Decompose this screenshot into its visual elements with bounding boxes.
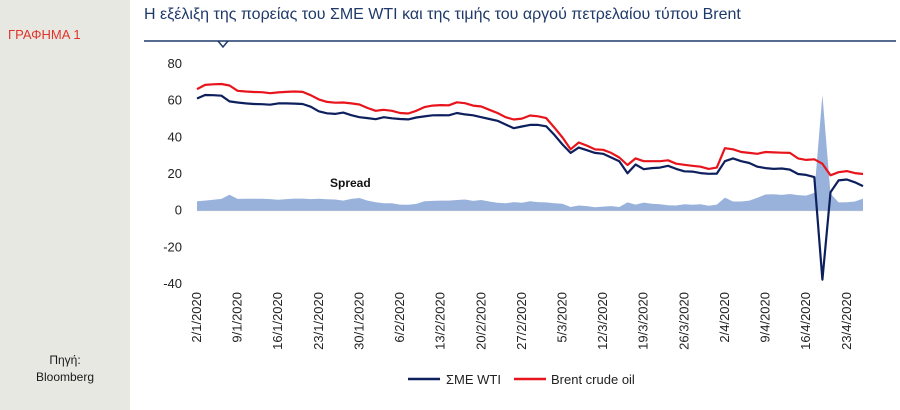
- x-tick-label: 20/2/2020: [473, 292, 488, 350]
- legend: ΣΜΕ WTI Brent crude oil: [408, 372, 635, 387]
- x-tick-label: 2/4/2020: [717, 292, 732, 343]
- y-tick-label: -20: [163, 239, 182, 254]
- x-tick-label: 16/4/2020: [798, 292, 813, 350]
- x-axis-ticks: 2/1/2020 9/1/2020 16/1/2020 23/1/2020 30/1/2…: [189, 292, 854, 350]
- x-tick-label: 13/2/2020: [433, 292, 448, 350]
- spread-area: [197, 94, 863, 211]
- y-tick-label: 80: [168, 56, 182, 71]
- x-tick-label: 12/3/2020: [595, 292, 610, 350]
- source-name: Bloomberg: [35, 370, 95, 384]
- x-tick-label: 23/4/2020: [839, 292, 854, 350]
- x-tick-label: 27/2/2020: [514, 292, 529, 350]
- x-tick-label: 2/1/2020: [189, 292, 204, 343]
- figure-label: ΓΡΑΦΗΜΑ 1: [8, 27, 81, 42]
- x-tick-label: 23/1/2020: [311, 292, 326, 350]
- chart-title: Η εξέλιξη της πορείας του ΣΜΕ WTI και τη…: [144, 6, 741, 23]
- y-axis-ticks: -40 -20 0 20 40 60 80: [163, 56, 182, 291]
- spread-annotation: Spread: [330, 176, 371, 190]
- spread-area-group: [197, 94, 863, 211]
- wti-line: [196, 93, 864, 281]
- x-tick-label: 5/3/2020: [554, 292, 569, 343]
- x-tick-label: 16/1/2020: [270, 292, 285, 350]
- chart-panel: Η εξέλιξη της πορείας του ΣΜΕ WTI και τη…: [130, 0, 900, 410]
- y-tick-label: 0: [175, 203, 182, 218]
- left-panel: ΓΡΑΦΗΜΑ 1 Πηγή: Bloomberg: [0, 0, 130, 410]
- x-tick-label: 9/1/2020: [230, 292, 245, 343]
- y-tick-label: -40: [163, 276, 182, 291]
- brent-line: [196, 82, 864, 177]
- series-lines: [196, 82, 864, 281]
- legend-label-brent: Brent crude oil: [551, 372, 635, 387]
- x-tick-label: 6/2/2020: [392, 292, 407, 343]
- title-underline: [144, 40, 896, 49]
- source-label: Πηγή:: [49, 353, 81, 367]
- x-tick-label: 9/4/2020: [758, 292, 773, 343]
- legend-label-wti: ΣΜΕ WTI: [446, 372, 501, 387]
- x-tick-label: 19/3/2020: [636, 292, 651, 350]
- x-tick-label: 26/3/2020: [676, 292, 691, 350]
- annotation-group: Spread: [330, 176, 371, 190]
- y-tick-label: 60: [168, 93, 182, 108]
- title-caret: [217, 40, 229, 49]
- chart-svg: -40 -20 0 20 40 60 80 2/1/2020 9/1/2020 16/1/202…: [144, 40, 896, 387]
- y-tick-label: 40: [168, 129, 182, 144]
- y-tick-label: 20: [168, 166, 182, 181]
- x-tick-label: 30/1/2020: [351, 292, 366, 350]
